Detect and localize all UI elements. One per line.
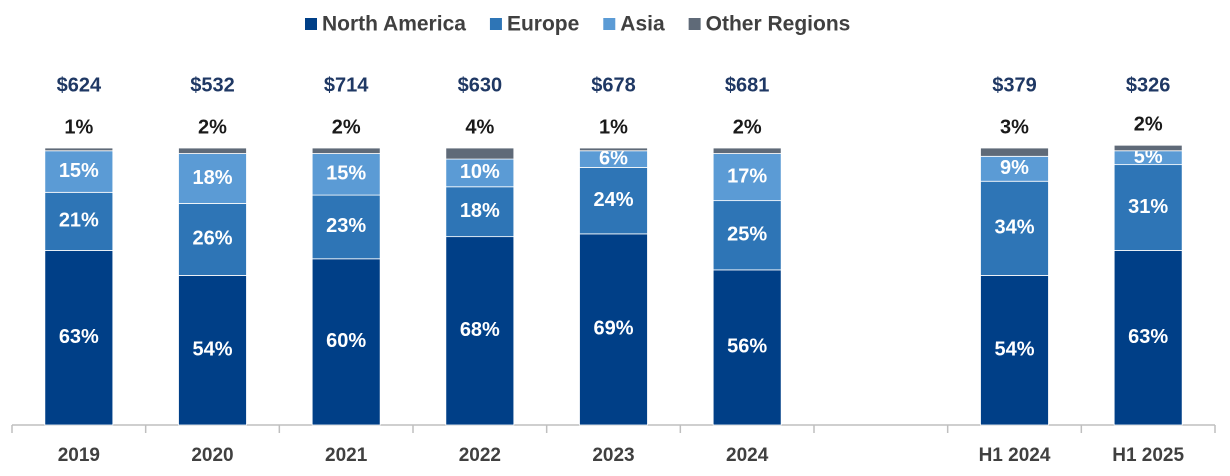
total-label: $379: [992, 74, 1037, 96]
x-tick-label: 2021: [325, 445, 368, 466]
segment-label: 63%: [1128, 326, 1168, 348]
segment-label: 1%: [64, 116, 93, 138]
segment-label: 34%: [994, 217, 1034, 239]
bar-segment: [579, 233, 648, 426]
x-tick-label: 2024: [726, 445, 769, 466]
segment-label: 10%: [460, 161, 500, 183]
total-label: $678: [591, 74, 636, 96]
total-label: $532: [190, 74, 235, 96]
bar-segment: [178, 275, 247, 426]
x-tick-label: 2020: [191, 445, 233, 466]
bar-segment: [44, 147, 114, 152]
segment-label: 56%: [727, 336, 767, 358]
bar-segment: [712, 269, 782, 426]
x-tick-label: 2019: [58, 445, 100, 466]
x-tick-label: H1 2024: [979, 445, 1051, 466]
segment-label: 21%: [59, 210, 99, 232]
bar-segment: [445, 186, 515, 238]
bar-segment: [1113, 144, 1183, 152]
segment-label: 5%: [1134, 146, 1163, 168]
bar-segment: [1113, 250, 1183, 426]
legend-swatch: [305, 18, 317, 30]
segment-label: 4%: [465, 116, 494, 138]
legend-swatch: [603, 18, 616, 30]
segment-label: 23%: [326, 215, 366, 237]
segment-label: 6%: [599, 147, 628, 169]
bar-segment: [44, 150, 114, 193]
segment-label: 26%: [192, 228, 232, 250]
x-tick-label: 2022: [459, 445, 501, 466]
legend-label: Other Regions: [706, 13, 851, 36]
total-label: $681: [725, 74, 770, 96]
bar-segment: [311, 258, 381, 426]
segment-label: 60%: [326, 330, 366, 352]
segment-label: 15%: [326, 163, 366, 185]
x-tick-label: H1 2025: [1112, 445, 1184, 466]
total-label: $714: [324, 74, 369, 96]
segment-label: 2%: [332, 116, 361, 138]
bar-segment: [980, 155, 1049, 182]
segment-label: 17%: [727, 165, 767, 187]
segment-label: 24%: [593, 189, 633, 211]
total-label: $624: [57, 74, 102, 96]
segment-label: 2%: [198, 116, 227, 138]
segment-label: 25%: [727, 224, 767, 246]
segment-label: 54%: [994, 338, 1034, 360]
legend-swatch: [489, 18, 502, 30]
bar-segment: [579, 147, 648, 152]
bar-segment: [445, 236, 515, 426]
x-tick-label: 2023: [592, 445, 634, 466]
legend-label: Europe: [507, 13, 579, 36]
bar-segment: [311, 194, 381, 260]
bar-segment: [44, 250, 114, 426]
bar-segment: [44, 191, 114, 251]
segment-label: 2%: [733, 116, 762, 138]
bar-segment: [980, 147, 1049, 157]
segment-label: 18%: [192, 167, 232, 189]
bar-segment: [445, 147, 515, 160]
legend-label: Asia: [620, 13, 665, 36]
segment-label: 68%: [460, 319, 500, 341]
segment-label: 31%: [1128, 196, 1168, 218]
bar-segment: [311, 147, 381, 154]
bar-segment: [712, 147, 782, 154]
bar-segment: [980, 180, 1049, 276]
segment-label: 69%: [593, 318, 633, 340]
legend-swatch: [688, 18, 701, 30]
bar-segment: [178, 147, 247, 154]
segment-label: 54%: [192, 338, 232, 360]
segment-label: 1%: [599, 116, 628, 138]
bar-segment: [311, 153, 381, 196]
bar-segment: [980, 275, 1049, 426]
bar-segment: [1113, 164, 1183, 251]
segment-label: 63%: [59, 326, 99, 348]
bar-segment: [712, 200, 782, 271]
total-label: $326: [1126, 74, 1171, 96]
total-label: $630: [458, 74, 503, 96]
segment-label: 9%: [1000, 157, 1029, 179]
segment-label: 3%: [1000, 116, 1029, 138]
segment-label: 2%: [1134, 114, 1163, 136]
segment-label: 18%: [460, 200, 500, 222]
segment-label: 15%: [59, 160, 99, 182]
bar-segment: [178, 202, 247, 276]
bar-segment: [712, 153, 782, 202]
bar-segment: [445, 158, 515, 188]
legend-label: North America: [322, 13, 466, 36]
